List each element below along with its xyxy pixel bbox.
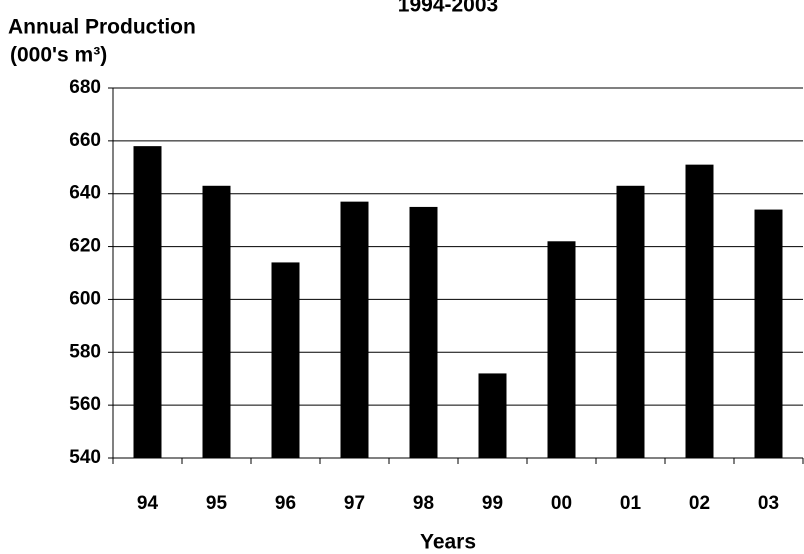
bar	[478, 373, 507, 458]
y-tick-label: 640	[69, 183, 101, 204]
y-axis-label: Annual Production	[8, 16, 196, 39]
bar	[133, 146, 162, 458]
y-tick-label: 560	[69, 394, 101, 415]
y-tick-label: 660	[69, 130, 101, 151]
bar	[340, 201, 369, 458]
x-tick-label: 96	[275, 493, 296, 514]
x-tick-label: 97	[344, 493, 365, 514]
bar	[271, 262, 300, 458]
x-axis-label: Years	[420, 531, 476, 554]
y-tick-label: 580	[69, 341, 101, 362]
y-tick-label: 540	[69, 447, 101, 468]
bar	[547, 241, 576, 458]
x-tick-label: 95	[206, 493, 228, 514]
x-tick-label: 98	[413, 493, 434, 514]
x-tick-label: 99	[482, 493, 503, 514]
x-tick-label: 00	[551, 493, 572, 514]
bar	[616, 185, 645, 459]
y-tick-label: 680	[69, 77, 101, 98]
bar	[685, 164, 714, 458]
bar	[409, 206, 438, 458]
y-axis-label: (000's m³)	[10, 44, 107, 67]
x-tick-label: 02	[689, 493, 710, 514]
x-tick-label: 01	[620, 493, 642, 514]
y-tick-label: 600	[69, 288, 101, 309]
x-tick-label: 94	[137, 493, 159, 514]
chart-title: 1994-2003	[398, 0, 498, 17]
y-tick-label: 620	[69, 236, 101, 257]
bar	[754, 209, 783, 458]
x-tick-label: 03	[758, 493, 779, 514]
bar	[202, 185, 231, 459]
